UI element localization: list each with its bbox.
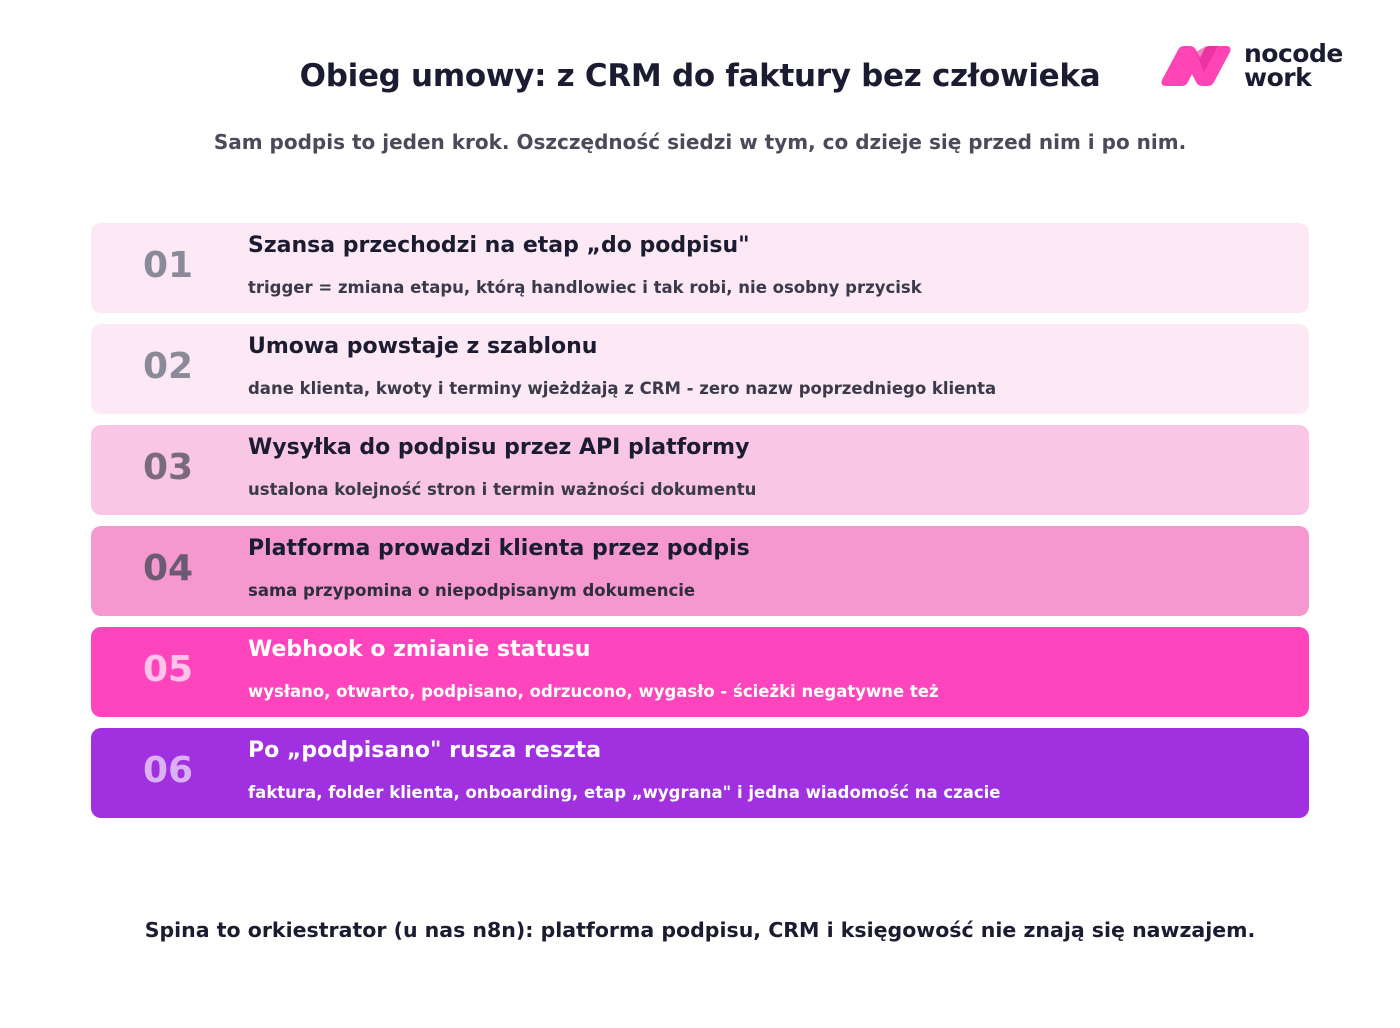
logo-text: nocode work xyxy=(1244,39,1343,92)
step-card: 03 Wysyłka do podpisu przez API platform… xyxy=(91,425,1309,515)
step-number: 05 xyxy=(143,649,194,690)
step-description: dane klienta, kwoty i terminy wjeżdżają … xyxy=(248,379,997,398)
step-description: wysłano, otwarto, podpisano, odrzucono, … xyxy=(248,682,939,701)
step-card: 01 Szansa przechodzi na etap „do podpisu… xyxy=(91,223,1309,313)
logo-line-1: nocode xyxy=(1244,39,1343,68)
step-title: Umowa powstaje z szablonu xyxy=(248,334,598,359)
page-subtitle: Sam podpis to jeden krok. Oszczędność si… xyxy=(213,130,1187,154)
logo-mark-icon xyxy=(1161,46,1231,86)
step-number: 06 xyxy=(143,750,194,791)
step-number: 04 xyxy=(143,548,194,589)
step-title: Webhook o zmianie statusu xyxy=(248,637,591,662)
footer-note: Spina to orkiestrator (u nas n8n): platf… xyxy=(144,918,1256,942)
step-title: Po „podpisano" rusza reszta xyxy=(248,738,602,763)
step-title: Wysyłka do podpisu przez API platformy xyxy=(248,435,750,460)
step-card: 06 Po „podpisano" rusza reszta faktura, … xyxy=(91,728,1309,818)
logo-line-2: work xyxy=(1244,63,1312,92)
page-title: Obieg umowy: z CRM do faktury bez człowi… xyxy=(299,58,1101,94)
step-number: 02 xyxy=(143,346,194,387)
step-title: Szansa przechodzi na etap „do podpisu" xyxy=(248,233,750,258)
step-description: sama przypomina o niepodpisanym dokumenc… xyxy=(248,581,696,600)
nocode-work-logo: nocode work xyxy=(1160,39,1360,92)
step-description: trigger = zmiana etapu, którą handlowiec… xyxy=(248,278,922,297)
step-description: ustalona kolejność stron i termin ważnoś… xyxy=(248,480,757,499)
step-card: 02 Umowa powstaje z szablonu dane klient… xyxy=(91,324,1309,414)
step-description: faktura, folder klienta, onboarding, eta… xyxy=(248,783,1001,802)
step-card: 04 Platforma prowadzi klienta przez podp… xyxy=(91,526,1309,616)
steps-list: 01 Szansa przechodzi na etap „do podpisu… xyxy=(91,223,1309,829)
step-number: 01 xyxy=(143,245,194,286)
step-card: 05 Webhook o zmianie statusu wysłano, ot… xyxy=(91,627,1309,717)
step-number: 03 xyxy=(143,447,194,488)
step-title: Platforma prowadzi klienta przez podpis xyxy=(248,536,750,561)
